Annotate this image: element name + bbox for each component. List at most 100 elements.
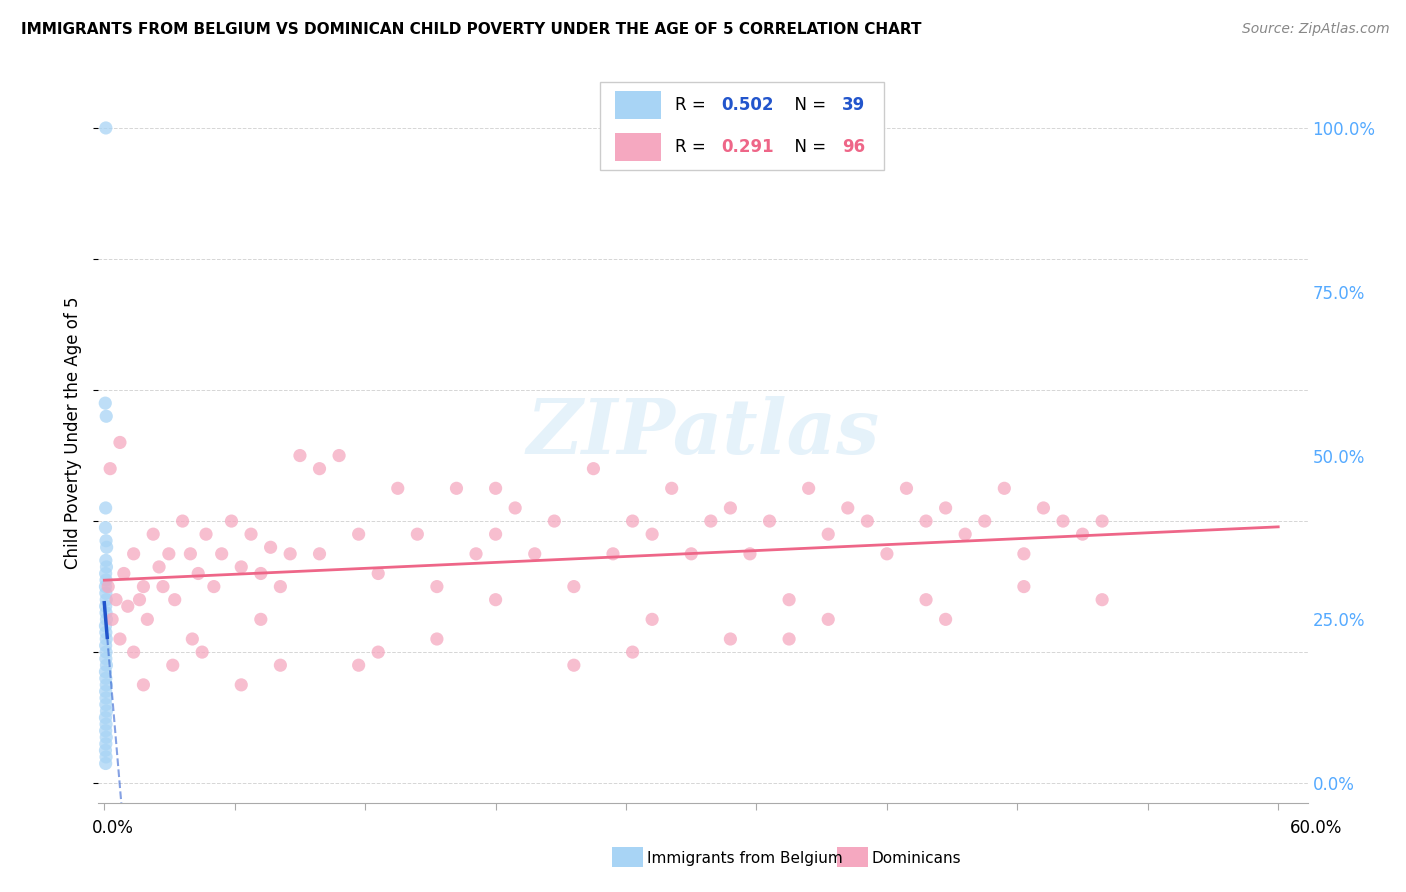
Point — [718, 632, 741, 646]
Text: Source: ZipAtlas.com: Source: ZipAtlas.com — [1241, 22, 1389, 37]
Point — [94, 690, 117, 705]
Point — [94, 711, 117, 725]
Point — [484, 481, 506, 495]
Point — [523, 547, 546, 561]
Point — [96, 678, 118, 692]
Point — [97, 580, 120, 594]
Text: IMMIGRANTS FROM BELGIUM VS DOMINICAN CHILD POVERTY UNDER THE AGE OF 5 CORRELATIO: IMMIGRANTS FROM BELGIUM VS DOMINICAN CHI… — [21, 22, 921, 37]
Point — [94, 698, 117, 712]
Point — [187, 566, 209, 581]
Bar — [614, 133, 661, 161]
Point — [426, 580, 449, 594]
Point — [112, 566, 135, 581]
Point — [142, 527, 165, 541]
Point — [94, 671, 117, 685]
Point — [602, 547, 624, 561]
Point — [94, 120, 117, 135]
Point — [953, 527, 976, 541]
Point — [96, 592, 118, 607]
Point — [231, 560, 253, 574]
Point — [240, 527, 263, 541]
Point — [288, 449, 311, 463]
Point — [94, 756, 117, 771]
Point — [915, 514, 938, 528]
Point — [1071, 527, 1094, 541]
Point — [179, 547, 201, 561]
Point — [484, 527, 506, 541]
Point — [250, 566, 273, 581]
Point — [105, 592, 128, 607]
Point — [163, 592, 186, 607]
Point — [98, 461, 121, 475]
Text: 0.0%: 0.0% — [91, 819, 134, 837]
Point — [778, 632, 800, 646]
Point — [426, 632, 449, 646]
Point — [465, 547, 488, 561]
Point — [157, 547, 180, 561]
Point — [503, 500, 526, 515]
Text: 0.291: 0.291 — [721, 138, 773, 156]
Point — [446, 481, 468, 495]
Point — [122, 645, 145, 659]
Point — [1052, 514, 1074, 528]
Point — [231, 678, 253, 692]
Point — [128, 592, 150, 607]
Point — [621, 645, 644, 659]
FancyBboxPatch shape — [600, 82, 884, 169]
Point — [94, 566, 117, 581]
Point — [162, 658, 184, 673]
Point — [876, 547, 898, 561]
Point — [406, 527, 429, 541]
Text: Immigrants from Belgium: Immigrants from Belgium — [647, 851, 842, 865]
Text: Dominicans: Dominicans — [872, 851, 962, 865]
Point — [935, 500, 957, 515]
Point — [94, 533, 117, 548]
Point — [562, 580, 585, 594]
Point — [195, 527, 218, 541]
Point — [661, 481, 683, 495]
Point — [562, 658, 585, 673]
Text: 39: 39 — [842, 96, 865, 114]
Point — [94, 717, 117, 731]
Point — [484, 592, 506, 607]
Point — [641, 527, 664, 541]
Point — [856, 514, 879, 528]
Point — [136, 612, 159, 626]
Text: R =: R = — [675, 138, 711, 156]
Point — [96, 541, 118, 555]
Point — [221, 514, 243, 528]
Text: R =: R = — [675, 96, 711, 114]
Point — [797, 481, 820, 495]
Point — [94, 723, 117, 738]
Point — [211, 547, 233, 561]
Point — [94, 396, 117, 410]
Point — [250, 612, 273, 626]
Text: 96: 96 — [842, 138, 865, 156]
Point — [94, 573, 117, 587]
Point — [94, 500, 117, 515]
Point — [278, 547, 301, 561]
Point — [1091, 592, 1114, 607]
Point — [308, 461, 330, 475]
Point — [94, 737, 117, 751]
Point — [328, 449, 350, 463]
Point — [700, 514, 723, 528]
Point — [367, 645, 389, 659]
Point — [738, 547, 761, 561]
Point — [94, 651, 117, 665]
Point — [269, 658, 291, 673]
Point — [621, 514, 644, 528]
Point — [973, 514, 995, 528]
Point — [837, 500, 859, 515]
Point — [641, 612, 664, 626]
Point — [1032, 500, 1054, 515]
Point — [101, 612, 124, 626]
Point — [896, 481, 918, 495]
Point — [1012, 547, 1035, 561]
Point — [94, 645, 117, 659]
Point — [367, 566, 389, 581]
Point — [148, 560, 170, 574]
Point — [108, 632, 131, 646]
Point — [96, 560, 118, 574]
Point — [94, 750, 117, 764]
